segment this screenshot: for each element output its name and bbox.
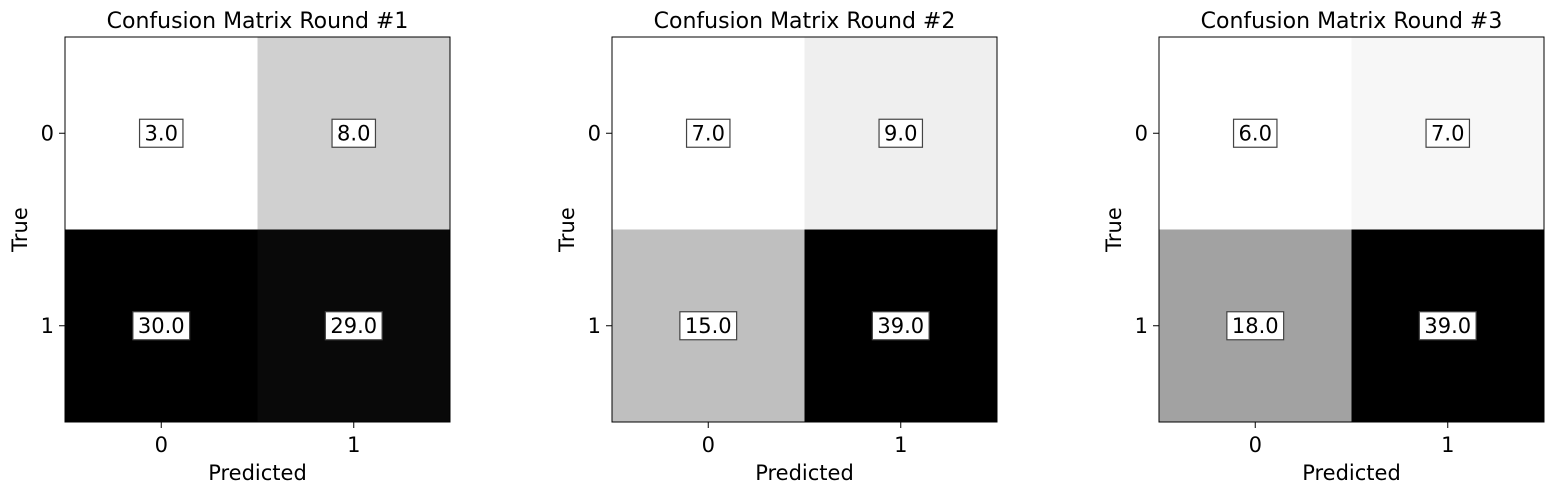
x-axis-label: Predicted — [755, 461, 854, 485]
axes-frame — [1158, 36, 1545, 423]
cell-value-box-1-1 — [1418, 311, 1477, 341]
x-tick-label-0: 0 — [702, 433, 715, 457]
x-tick-label-1: 1 — [1441, 433, 1454, 457]
y-tick-label-1: 1 — [1135, 314, 1148, 338]
cell-value-label-0-0: 6.0 — [1239, 121, 1272, 145]
cell-value-label-0-0: 3.0 — [145, 121, 178, 145]
cell-value-label-1-1: 39.0 — [1424, 314, 1471, 338]
cell-value-label-1-1: 29.0 — [330, 314, 377, 338]
cell-value-box-1-1 — [324, 311, 383, 341]
x-tick-label-1: 1 — [894, 433, 907, 457]
cell-value-box-1-0 — [132, 311, 191, 341]
cell-value-box-1-0 — [1226, 311, 1285, 341]
y-tick-label-0: 0 — [41, 121, 54, 145]
cell-value-label-0-1: 7.0 — [1431, 121, 1464, 145]
cell-value-label-0-1: 9.0 — [884, 121, 917, 145]
axes-frame — [611, 36, 998, 423]
cell-value-box-0-0 — [1232, 118, 1278, 148]
y-tick-label-0: 0 — [1135, 121, 1148, 145]
cell-value-box-0-0 — [685, 118, 731, 148]
cell-value-label-1-0: 30.0 — [138, 314, 185, 338]
cell-value-label-1-0: 15.0 — [685, 314, 732, 338]
y-axis-label: True — [1102, 207, 1126, 253]
y-axis-label: True — [555, 207, 579, 253]
y-tick-label-1: 1 — [41, 314, 54, 338]
x-axis-label: Predicted — [1302, 461, 1401, 485]
y-axis-label: True — [8, 207, 32, 253]
chart-title: Confusion Matrix Round #1 — [107, 9, 409, 34]
x-tick-label-0: 0 — [155, 433, 168, 457]
chart-title: Confusion Matrix Round #3 — [1201, 9, 1503, 34]
cell-value-box-0-1 — [331, 118, 377, 148]
y-tick-label-1: 1 — [588, 314, 601, 338]
axes-frame — [64, 36, 451, 423]
cell-value-box-0-0 — [138, 118, 184, 148]
cell-value-label-1-1: 39.0 — [877, 314, 924, 338]
cell-value-label-1-0: 18.0 — [1232, 314, 1279, 338]
cell-value-label-0-1: 8.0 — [337, 121, 370, 145]
cell-value-label-0-0: 7.0 — [692, 121, 725, 145]
cell-value-box-1-1 — [871, 311, 930, 341]
chart-title: Confusion Matrix Round #2 — [654, 9, 956, 34]
y-tick-label-0: 0 — [588, 121, 601, 145]
x-tick-label-0: 0 — [1249, 433, 1262, 457]
cell-value-box-1-0 — [679, 311, 738, 341]
x-axis-label: Predicted — [208, 461, 307, 485]
cell-value-box-0-1 — [878, 118, 924, 148]
cell-value-box-0-1 — [1425, 118, 1471, 148]
x-tick-label-1: 1 — [347, 433, 360, 457]
